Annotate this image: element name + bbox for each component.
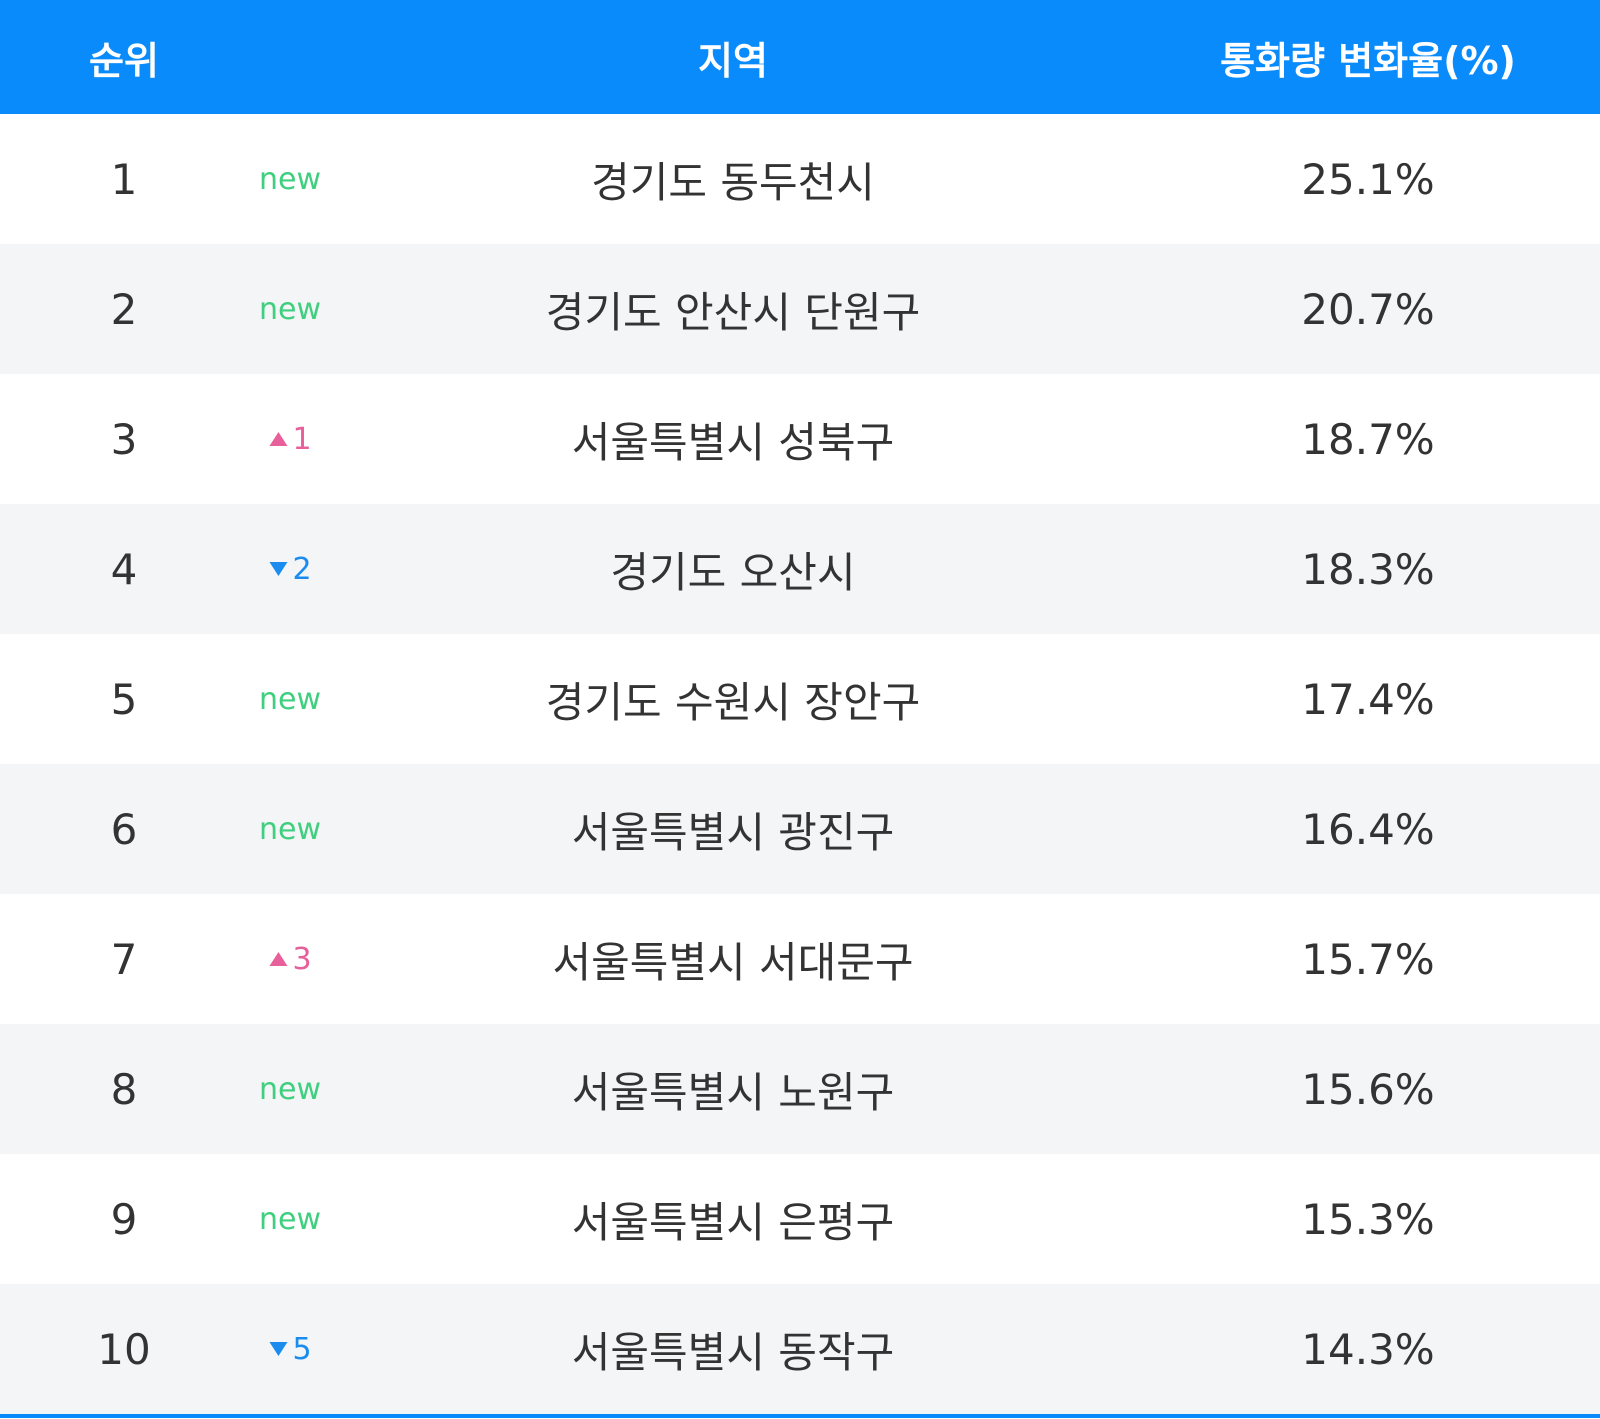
change-label: new [258,681,322,717]
rate-cell: 15.7% [1301,934,1435,984]
change-cell: 5 [268,1284,312,1414]
up-arrow [269,432,288,446]
down-arrow [269,1342,288,1356]
change-label: 5 [292,1331,312,1367]
change-cell: new [259,1154,321,1284]
table-row: 7 3 서울특별시 서대문구 15.7% [0,894,1600,1024]
rate-cell: 16.4% [1301,804,1435,854]
table-row: 1 new 경기도 동두천시 25.1% [0,114,1600,244]
down-arrow [269,562,288,576]
change-cell: new [259,634,321,764]
change-cell: 1 [268,374,312,504]
change-cell: 3 [268,894,312,1024]
rank-cell: 2 [110,284,138,334]
header-cell: 통화량 변화율(%) [1220,38,1516,83]
rate-cell: 15.6% [1301,1064,1435,1114]
rank-cell: 3 [110,414,138,464]
rate-cell: 15.3% [1301,1194,1435,1244]
header-row: 순위 지역 통화량 변화율(%) [0,0,1600,114]
change-label: new [258,1201,322,1237]
region-cell: 서울특별시 광진구 [571,807,895,857]
region-cell: 경기도 동두천시 [591,157,875,207]
table-row: 4 2 경기도 오산시 18.3% [0,504,1600,634]
change-label: new [258,811,322,847]
rate-cell: 14.3% [1301,1324,1435,1374]
region-cell: 서울특별시 성북구 [571,417,895,467]
up-arrow [269,952,288,966]
change-label: new [258,1071,322,1107]
rank-cell: 9 [110,1194,138,1244]
change-label: new [258,291,322,327]
table-row: 10 5 서울특별시 동작구 14.3% [0,1284,1600,1414]
bottom-border [0,1414,1600,1418]
region-cell: 서울특별시 노원구 [571,1067,895,1117]
region-cell: 서울특별시 은평구 [571,1197,895,1247]
rank-cell: 4 [110,544,138,594]
region-cell: 경기도 안산시 단원구 [545,287,921,337]
rank-cell: 1 [110,154,138,204]
change-label: new [258,161,322,197]
change-cell: 2 [268,504,312,634]
header-cell: 순위 [89,38,159,83]
region-cell: 경기도 수원시 장안구 [545,677,921,727]
change-cell: new [259,1024,321,1154]
region-cell: 경기도 오산시 [610,547,856,597]
rate-cell: 25.1% [1301,154,1435,204]
rate-cell: 20.7% [1301,284,1435,334]
change-label: 3 [292,941,312,977]
rank-cell: 10 [97,1324,151,1374]
rate-cell: 18.3% [1301,544,1435,594]
change-cell: new [259,114,321,244]
change-label: 2 [292,551,312,587]
table-row: 2 new 경기도 안산시 단원구 20.7% [0,244,1600,374]
region-cell: 서울특별시 동작구 [571,1327,895,1377]
rate-cell: 17.4% [1301,674,1435,724]
table-row: 9 new 서울특별시 은평구 15.3% [0,1154,1600,1284]
change-label: 1 [292,421,312,457]
rank-cell: 5 [110,674,138,724]
table-row: 6 new 서울특별시 광진구 16.4% [0,764,1600,894]
table-row: 3 1 서울특별시 성북구 18.7% [0,374,1600,504]
region-cell: 서울특별시 서대문구 [552,937,914,987]
table-row: 8 new 서울특별시 노원구 15.6% [0,1024,1600,1154]
change-cell: new [259,764,321,894]
header-cell: 지역 [698,38,768,83]
change-cell: new [259,244,321,374]
rank-cell: 6 [110,804,138,854]
rank-cell: 8 [110,1064,138,1114]
rank-cell: 7 [110,934,138,984]
table-row: 5 new 경기도 수원시 장안구 17.4% [0,634,1600,764]
rate-cell: 18.7% [1301,414,1435,464]
